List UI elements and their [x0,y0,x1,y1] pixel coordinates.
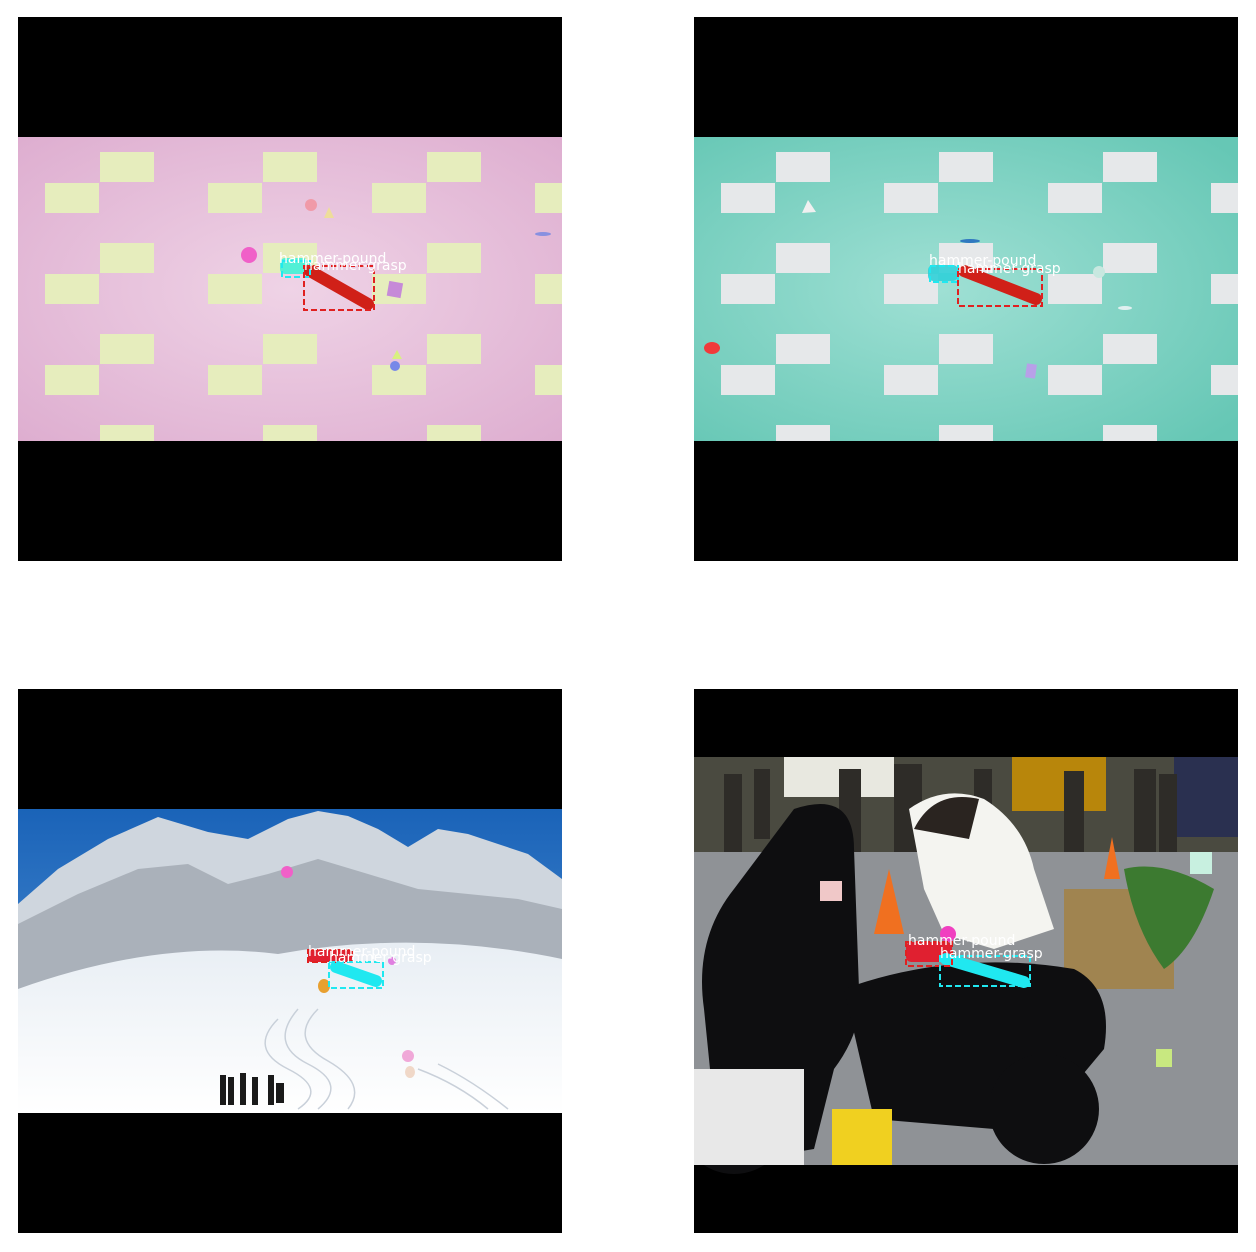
annotation-label: hammer-grasp [940,946,1043,962]
scattered-objects [704,200,1132,379]
ski-tracks [264,1008,509,1110]
image-panel-3: hammer-pound hammer-grasp [18,689,562,1233]
hammer-object [928,265,1042,305]
annotation-label: hammer-grasp [304,258,407,274]
image-panel-2: hammer-pound hammer-grasp [694,17,1238,561]
scattered-objects [241,199,551,371]
skier-group [220,1073,284,1105]
greens [1124,866,1214,969]
scattered-objects [820,852,1212,1067]
hammer-object [308,950,382,987]
image-panel-1: hammer-pound hammer-grasp [18,17,562,561]
annotation-label: hammer-pound [308,944,415,960]
pound-box [905,941,953,967]
scene-image-2: hammer-pound hammer-grasp [694,137,1238,441]
pound-box [281,260,311,278]
checker-tiles [45,152,562,441]
table-edge [694,1069,804,1165]
annotation-label: hammer-pound [908,933,1015,949]
annotation-label: hammer-pound [929,253,1036,269]
scene-image-4: hammer-pound hammer-grasp [694,757,1238,1174]
snowfield [18,942,562,1113]
grasp-box [328,961,384,989]
crowd [724,764,1177,864]
annotation-label: hammer-grasp [329,950,432,966]
grasp-box [939,955,1031,987]
scattered-objects [281,866,415,1078]
annotation-label: hammer-grasp [958,261,1061,277]
scene-image-1: hammer-pound hammer-grasp [18,137,562,441]
grasp-box [303,265,375,311]
annotation-label: hammer-pound [279,251,386,267]
grasp-box [957,268,1043,307]
traffic-cone [874,869,904,934]
yellow-box [832,1109,892,1165]
image-panel-4: hammer-pound hammer-grasp [694,689,1238,1233]
scene-image-3: hammer-pound hammer-grasp [18,809,562,1113]
